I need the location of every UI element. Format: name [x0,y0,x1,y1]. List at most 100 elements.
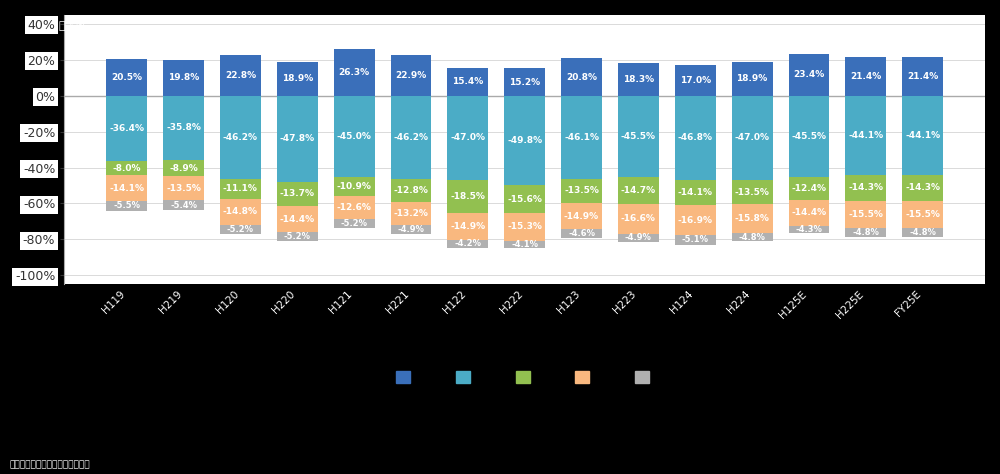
Bar [277,232,318,241]
Text: -5.2%: -5.2% [284,232,311,241]
Text: -5.2%: -5.2% [227,225,254,234]
Text: -14.4%: -14.4% [791,208,827,217]
Text: -14.8%: -14.8% [223,208,258,217]
Bar [618,96,659,177]
Text: -15.5%: -15.5% [905,210,940,219]
Text: -16.6%: -16.6% [621,214,656,223]
Bar [902,201,943,228]
Bar [732,62,773,96]
Text: -45.5%: -45.5% [791,132,826,141]
Text: -14.7%: -14.7% [621,186,656,195]
Bar [163,176,204,200]
Text: -18.5%: -18.5% [450,192,485,201]
Text: 单位：%: 单位：% [58,20,89,30]
Bar [447,180,488,213]
Text: -5.2%: -5.2% [341,219,368,228]
Bar [504,68,545,96]
Text: -13.7%: -13.7% [280,189,315,198]
Text: -47.8%: -47.8% [280,134,315,143]
Text: 21.4%: 21.4% [850,72,881,81]
Bar [789,96,829,177]
Text: -36.4%: -36.4% [109,124,144,133]
Text: -12.4%: -12.4% [791,184,826,193]
Text: -35.8%: -35.8% [166,123,201,132]
Text: -4.9%: -4.9% [625,234,652,243]
Bar [106,201,147,210]
Bar [675,180,716,205]
Legend: , , , , : , , , , [391,365,659,390]
Bar [277,96,318,182]
Bar [789,54,829,96]
Bar [334,176,375,196]
Text: 20.8%: 20.8% [566,73,597,82]
Bar [561,179,602,203]
Text: -10.9%: -10.9% [337,182,372,191]
Text: 18.3%: 18.3% [623,75,654,84]
Text: 18.9%: 18.9% [736,74,768,83]
Bar [334,196,375,219]
Bar [504,241,545,248]
Bar [277,206,318,232]
Text: -16.9%: -16.9% [678,216,713,225]
Bar [106,96,147,161]
Bar [732,180,773,204]
Text: -15.3%: -15.3% [507,222,542,231]
Text: -8.0%: -8.0% [112,164,141,173]
Text: 15.4%: 15.4% [452,77,483,86]
Bar [561,96,602,179]
Bar [561,203,602,229]
Text: -45.5%: -45.5% [621,132,656,141]
Text: -4.9%: -4.9% [398,225,424,234]
Text: -13.5%: -13.5% [564,186,599,195]
Text: -46.2%: -46.2% [223,133,258,142]
Bar [618,63,659,96]
Text: -12.8%: -12.8% [394,186,428,195]
Bar [845,175,886,201]
Bar [902,175,943,201]
Bar [447,213,488,240]
Text: -4.8%: -4.8% [852,228,879,237]
Bar [391,225,431,234]
Text: 22.8%: 22.8% [225,71,256,80]
Text: -8.9%: -8.9% [169,164,198,173]
Text: 17.0%: 17.0% [680,76,711,85]
Text: -4.6%: -4.6% [568,229,595,238]
Text: -15.6%: -15.6% [507,195,542,204]
Bar [391,55,431,96]
Bar [447,68,488,96]
Text: -14.3%: -14.3% [848,183,883,192]
Text: -49.8%: -49.8% [507,136,542,145]
Bar [675,205,716,236]
Bar [618,204,659,234]
Bar [220,225,261,235]
Bar [391,201,431,225]
Bar [789,200,829,226]
Bar [732,233,773,241]
Text: 22.9%: 22.9% [395,71,427,80]
Text: -14.9%: -14.9% [564,211,599,220]
Bar [902,57,943,96]
Text: -15.5%: -15.5% [848,210,883,219]
Text: -45.0%: -45.0% [337,132,372,141]
Text: -14.1%: -14.1% [678,188,713,197]
Text: 21.4%: 21.4% [907,72,938,81]
Text: -4.3%: -4.3% [796,225,822,234]
Bar [902,228,943,237]
Bar [334,48,375,96]
Bar [106,175,147,201]
Bar [163,160,204,176]
Text: -14.1%: -14.1% [109,183,144,192]
Bar [220,55,261,96]
Bar [106,161,147,175]
Bar [618,234,659,242]
Bar [163,200,204,210]
Text: -15.8%: -15.8% [735,214,770,223]
Bar [675,236,716,245]
Text: -46.2%: -46.2% [393,133,428,142]
Bar [732,96,773,180]
Text: -11.1%: -11.1% [223,184,258,193]
Bar [504,213,545,241]
Text: -44.1%: -44.1% [905,131,940,140]
Bar [504,185,545,213]
Bar [391,179,431,201]
